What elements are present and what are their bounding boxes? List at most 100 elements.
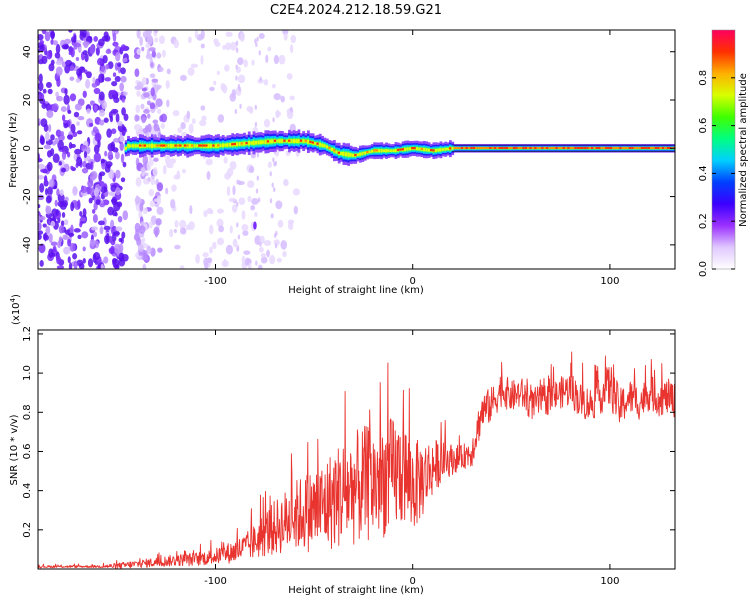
ridge-band-cell	[259, 140, 263, 145]
ridge-peak-cell	[337, 151, 341, 154]
ridge-peak-cell	[396, 148, 400, 151]
noise-speckle	[269, 198, 273, 204]
noise-speckle	[225, 31, 233, 38]
ridge-band-cell	[363, 151, 367, 155]
noise-speckle	[282, 250, 287, 258]
noise-speckle	[221, 260, 229, 268]
noise-speckle	[213, 80, 217, 86]
noise-speckle	[274, 160, 278, 166]
noise-speckle	[110, 184, 117, 192]
ridge-peak-cell	[536, 146, 540, 150]
ridge-band-cell	[236, 142, 239, 147]
ridge-peak-cell	[465, 146, 469, 150]
noise-speckle	[235, 75, 238, 81]
noise-speckle	[63, 94, 70, 105]
ridge-band-cell	[406, 147, 410, 151]
noise-speckle	[67, 256, 71, 264]
noise-speckle	[74, 103, 82, 111]
noise-speckle	[171, 184, 177, 192]
ridge-peak-cell	[489, 146, 492, 150]
noise-speckle	[45, 225, 51, 235]
colorbar: 0.0 0.2 0.4 0.6 0.8 Normalized spectral ampl…	[698, 29, 749, 277]
ridge-band-cell	[297, 138, 301, 144]
noise-speckle	[48, 248, 54, 259]
noise-speckle	[216, 208, 224, 214]
noise-speckle	[41, 55, 48, 65]
noise-speckle	[238, 180, 241, 186]
ridge-peak-cell	[661, 146, 665, 150]
noise-speckle	[47, 124, 52, 133]
ridge-band-cell	[193, 144, 197, 148]
x-tick-label: 0	[410, 576, 416, 587]
ridge-peak-cell	[498, 146, 502, 150]
noise-speckle	[80, 145, 86, 150]
noise-speckle	[237, 57, 244, 66]
ridge-band-cell	[427, 148, 431, 152]
noise-speckle	[151, 78, 159, 83]
ridge-peak-cell	[456, 146, 459, 150]
y-tick-label: 0.4	[22, 483, 33, 499]
noise-speckle	[103, 117, 109, 123]
ridge-peak-cell	[157, 144, 161, 147]
ridge-band-cell	[167, 144, 171, 148]
ridge-peak-cell	[401, 148, 405, 151]
ridge-peak-cell	[143, 144, 147, 147]
ridge-peak-cell	[562, 146, 566, 150]
noise-speckle	[99, 119, 105, 126]
noise-speckle	[81, 231, 89, 239]
ridge-peak-cell	[448, 147, 452, 150]
noise-speckle	[121, 98, 126, 103]
noise-speckle	[204, 261, 209, 269]
noise-speckle	[179, 219, 187, 229]
noise-speckle	[220, 82, 226, 92]
ridge-band-cell	[318, 142, 322, 147]
noise-speckle	[206, 257, 213, 264]
ridge-peak-cell	[273, 139, 277, 142]
noise-speckle	[157, 247, 163, 253]
noise-speckle	[41, 102, 48, 109]
noise-speckle	[260, 256, 268, 264]
noise-speckle	[107, 150, 114, 161]
ridge-band-cell	[214, 143, 218, 148]
y-tick-label: 40	[22, 45, 33, 58]
ridge-peak-cell	[245, 141, 249, 145]
noise-speckle	[117, 215, 123, 223]
noise-speckle	[156, 206, 164, 215]
noise-speckle	[92, 208, 96, 214]
ridge-peak-cell	[205, 144, 208, 147]
noise-speckle	[114, 151, 120, 160]
noise-speckle	[118, 252, 124, 262]
noise-speckle	[38, 34, 44, 41]
noise-speckle	[118, 238, 123, 243]
noise-speckle	[259, 241, 262, 247]
noise-speckle	[39, 260, 44, 267]
noise-speckle	[271, 182, 274, 188]
ridge-band-cell	[285, 139, 289, 143]
noise-speckle	[61, 61, 66, 68]
noise-speckle	[165, 187, 169, 195]
ridge-peak-cell	[240, 142, 244, 145]
noise-speckle	[209, 86, 215, 92]
ridge-peak-cell	[366, 150, 369, 154]
noise-speckle	[51, 103, 59, 112]
isolated-blob	[253, 221, 257, 230]
noise-speckle	[44, 31, 51, 42]
ridge-peak-cell	[484, 146, 488, 150]
ridge-band-cell	[264, 139, 268, 145]
noise-speckle	[77, 199, 81, 210]
noise-speckle	[287, 219, 295, 225]
ridge-peak-cell	[595, 146, 599, 150]
noise-speckle	[59, 131, 65, 137]
noise-speckle	[212, 241, 217, 250]
noise-speckle	[120, 75, 127, 83]
ridge-band-cell	[295, 139, 298, 143]
noise-speckle	[50, 39, 54, 45]
ridge-peak-cell	[605, 146, 608, 150]
noise-speckle	[38, 194, 45, 201]
ridge-band-cell	[394, 148, 398, 153]
noise-speckle	[243, 59, 248, 68]
noise-speckle	[275, 230, 278, 236]
noise-speckle	[136, 30, 141, 39]
ridge-band-cell	[415, 147, 419, 151]
noise-speckle	[95, 47, 100, 56]
